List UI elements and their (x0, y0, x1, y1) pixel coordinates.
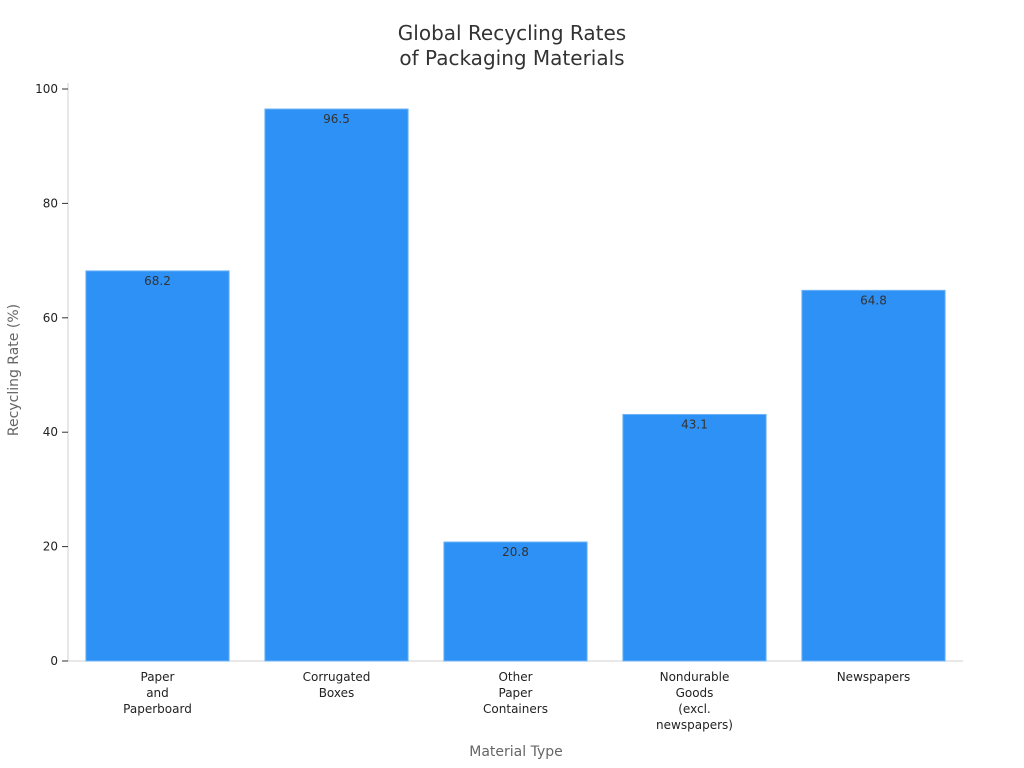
bar (622, 413, 767, 662)
y-tick-label: 60 (43, 311, 58, 325)
y-tick-label: 80 (43, 196, 58, 210)
value-label: 96.5 (323, 112, 350, 126)
bar (264, 108, 409, 662)
value-label: 20.8 (502, 545, 529, 559)
x-tick-label: Newspapers (837, 670, 911, 684)
chart-title: Global Recycling Rates of Packaging Mater… (398, 21, 626, 70)
value-label: 68.2 (144, 274, 171, 288)
y-tick-label: 100 (35, 82, 58, 96)
x-axis-label: Material Type (469, 744, 562, 760)
x-tick-label: Nondurable Goods (excl. newspapers) (656, 670, 733, 732)
y-tick-label: 0 (50, 654, 58, 668)
y-tick-label: 40 (43, 425, 58, 439)
value-label: 64.8 (860, 293, 887, 307)
x-tick-label: Other Paper Containers (483, 670, 548, 716)
value-label: 43.1 (681, 417, 708, 431)
x-tick-label: Corrugated Boxes (303, 670, 371, 700)
bar (443, 541, 588, 662)
bar (801, 289, 946, 662)
bar (85, 270, 230, 662)
y-tick-label: 20 (43, 540, 58, 554)
y-axis-label: Recycling Rate (%) (6, 304, 22, 436)
x-tick-label: Paper and Paperboard (123, 670, 192, 716)
